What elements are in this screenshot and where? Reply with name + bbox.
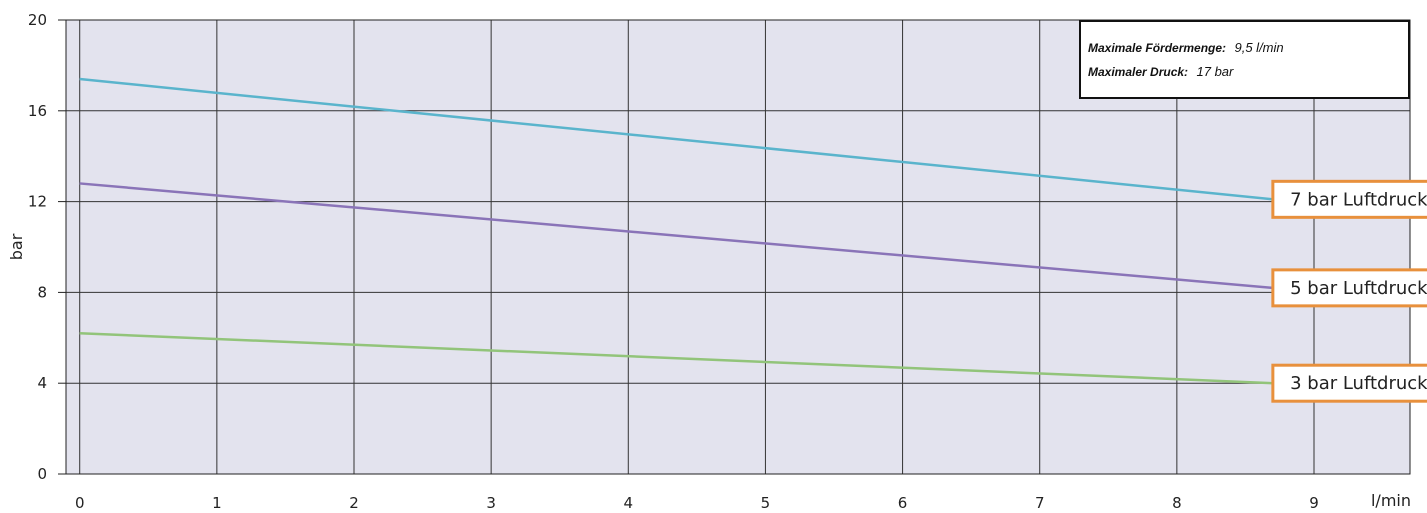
y-axis-title: bar xyxy=(7,233,26,260)
x-tick-label: 4 xyxy=(624,494,634,512)
series-label-2: 5 bar Luftdruck xyxy=(1273,270,1427,306)
x-tick-label: 6 xyxy=(898,494,908,512)
info-line-2: Maximaler Druck: 17 bar xyxy=(1088,63,1234,80)
series-label-text: 7 bar Luftdruck xyxy=(1290,189,1427,210)
x-tick-label: 8 xyxy=(1172,494,1182,512)
series-label-text: 5 bar Luftdruck xyxy=(1290,278,1427,299)
y-axis-ticks: 0 4 8 12 16 20 xyxy=(28,11,66,483)
series-labels: 7 bar Luftdruck 5 bar Luftdruck 3 bar Luft… xyxy=(1273,181,1427,401)
x-tick-label: 7 xyxy=(1035,494,1045,512)
x-tick-label: 5 xyxy=(761,494,771,512)
info-box-frame xyxy=(1080,21,1409,98)
x-tick-label: 2 xyxy=(349,494,359,512)
info-max-flow-value: 9,5 l/min xyxy=(1235,40,1284,55)
info-line-1: Maximale Fördermenge: 9,5 l/min xyxy=(1088,39,1284,56)
x-tick-label: 1 xyxy=(212,494,222,512)
x-tick-label: 9 xyxy=(1309,494,1319,512)
x-tick-label: 3 xyxy=(486,494,496,512)
info-max-flow-label: Maximale Fördermenge: xyxy=(1088,41,1226,55)
y-tick-label: 0 xyxy=(37,465,47,483)
x-tick-label: 0 xyxy=(75,494,85,512)
y-tick-label: 12 xyxy=(28,193,47,211)
info-box: Maximale Fördermenge: 9,5 l/min Maximale… xyxy=(1080,21,1409,98)
info-max-pressure-label: Maximaler Druck: xyxy=(1088,65,1188,79)
x-axis-title: l/min xyxy=(1371,491,1411,510)
y-tick-label: 4 xyxy=(37,374,47,392)
y-tick-label: 16 xyxy=(28,102,47,120)
y-tick-label: 8 xyxy=(37,283,47,301)
series-label-1: 7 bar Luftdruck xyxy=(1273,181,1427,217)
series-label-3: 3 bar Luftdruck xyxy=(1273,365,1427,401)
info-max-pressure-value: 17 bar xyxy=(1197,64,1235,79)
x-axis-ticks: 0 1 2 3 4 5 6 7 8 9 xyxy=(75,494,1319,512)
series-label-text: 3 bar Luftdruck xyxy=(1290,373,1427,394)
y-tick-label: 20 xyxy=(28,11,47,29)
